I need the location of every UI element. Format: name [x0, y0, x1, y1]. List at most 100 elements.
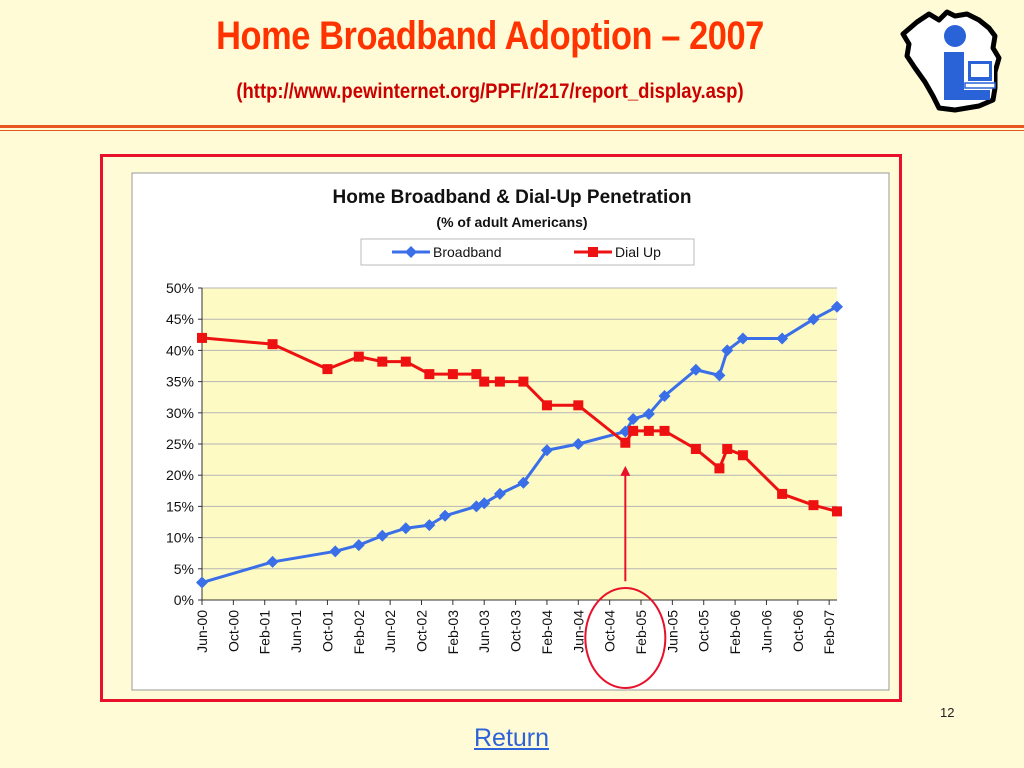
- dial-up-point: [690, 443, 701, 454]
- slide-title: Home Broadband Adoption – 2007: [216, 14, 764, 58]
- dial-up-point: [541, 400, 552, 411]
- y-tick-label: 40%: [166, 342, 194, 358]
- x-tick-label: Jun-05: [664, 610, 680, 653]
- dial-up-point: [643, 425, 654, 436]
- legend-broadband-label: Broadband: [433, 244, 502, 260]
- legend-broadband-marker: [405, 246, 417, 258]
- broadband-point: [376, 529, 389, 542]
- legend: Broadband Dial Up: [360, 238, 695, 266]
- x-tick-label: Oct-04: [602, 610, 618, 652]
- broadband-point: [266, 555, 279, 568]
- logo-stem: [944, 52, 964, 98]
- broadband-point: [478, 497, 491, 510]
- broadband-point: [627, 413, 640, 426]
- broadband-point: [689, 363, 702, 376]
- broadband-point: [517, 476, 530, 489]
- x-tick-label: Oct-00: [225, 610, 241, 652]
- page-number: 12: [940, 705, 955, 720]
- x-tick-label: Feb-05: [633, 610, 649, 655]
- dial-up-point: [573, 400, 584, 411]
- y-tick-label: 20%: [166, 467, 194, 483]
- broadband-point: [399, 522, 412, 535]
- logo-dot: [944, 25, 966, 47]
- dial-up-point: [722, 443, 733, 454]
- chart-subtitle: (% of adult Americans): [436, 214, 587, 230]
- y-tick-label: 30%: [166, 405, 194, 421]
- x-tick-label: Feb-07: [821, 610, 837, 655]
- series-dial-up: [197, 332, 842, 517]
- broadband-point: [439, 509, 452, 522]
- dial-up-point: [659, 425, 670, 436]
- dial-up-point: [494, 376, 505, 387]
- x-tick-label: Oct-01: [319, 610, 335, 652]
- dial-up-point: [620, 437, 631, 448]
- broadband-point: [807, 313, 820, 326]
- x-tick-label: Jun-06: [758, 610, 774, 653]
- broadband-point: [713, 369, 726, 382]
- dial-up-point: [267, 339, 278, 350]
- broadband-point: [493, 487, 506, 500]
- x-tick-label: Jun-03: [476, 610, 492, 653]
- dial-up-point: [518, 376, 529, 387]
- dial-up-point: [353, 351, 364, 362]
- annotation-layer: [584, 465, 667, 689]
- dial-up-point: [377, 356, 388, 367]
- y-tick-label: 35%: [166, 374, 194, 390]
- slide-subtitle: (http://www.pewinternet.org/PPF/r/217/re…: [236, 80, 744, 103]
- x-tick-label: Jun-02: [382, 610, 398, 653]
- return-link[interactable]: Return: [474, 724, 550, 752]
- wisconsin-library-logo: [900, 9, 1002, 113]
- y-axis-ticks: 0% 5% 10% 15% 20% 25% 30% 35% 40% 45% 50%: [166, 280, 202, 608]
- dial-up-point: [628, 425, 639, 436]
- broadband-point: [423, 519, 436, 532]
- x-tick-label: Feb-03: [445, 610, 461, 655]
- broadband-chart: Home Broadband & Dial-Up Penetration (% …: [131, 172, 890, 691]
- dial-up-point: [197, 332, 207, 343]
- dial-up-point: [424, 369, 435, 380]
- legend-dialup-label: Dial Up: [615, 244, 661, 260]
- y-tick-label: 25%: [166, 436, 194, 452]
- dial-up-point: [808, 500, 819, 511]
- dial-up-point: [471, 369, 482, 380]
- x-tick-label: Oct-06: [790, 610, 806, 652]
- broadband-point: [776, 332, 789, 345]
- annotation-circle: [584, 587, 667, 689]
- x-tick-label: Jun-00: [194, 610, 210, 653]
- title-rule-thin: [0, 130, 1024, 131]
- broadband-point: [642, 408, 655, 421]
- dial-up-point: [479, 376, 490, 387]
- y-tick-label: 0%: [174, 592, 194, 608]
- broadband-point: [736, 332, 749, 345]
- broadband-point: [572, 438, 585, 450]
- dial-up-point: [447, 369, 458, 380]
- broadband-point: [831, 300, 843, 313]
- broadband-point: [329, 545, 342, 558]
- dial-up-point: [322, 364, 333, 375]
- x-tick-label: Feb-01: [257, 610, 273, 655]
- dial-up-point: [714, 463, 725, 474]
- y-tick-label: 15%: [166, 498, 194, 514]
- x-tick-label: Oct-02: [414, 610, 430, 652]
- x-tick-label: Feb-02: [351, 610, 367, 655]
- x-tick-label: Jun-01: [288, 610, 304, 653]
- series-layer: [196, 300, 843, 589]
- annotation-arrow-head: [620, 465, 631, 476]
- y-tick-label: 45%: [166, 311, 194, 327]
- title-rule-thick: [0, 125, 1024, 128]
- broadband-point: [352, 539, 365, 552]
- broadband-point: [540, 444, 553, 457]
- x-tick-label: Oct-05: [696, 610, 712, 652]
- logo-base: [944, 90, 990, 100]
- dial-up-point: [777, 488, 788, 499]
- x-tick-label: Jun-04: [570, 610, 586, 653]
- broadband-point: [196, 576, 208, 589]
- dial-up-point: [400, 356, 411, 367]
- x-axis-ticks: Jun-00 Oct-00 Feb-01 Jun-01 Oct-01 Feb-02 Jun-…: [194, 600, 837, 654]
- broadband-point: [658, 389, 671, 402]
- dial-up-point: [737, 450, 748, 461]
- x-tick-label: Feb-04: [539, 610, 555, 655]
- chart-title: Home Broadband & Dial-Up Penetration: [333, 187, 692, 208]
- legend-dialup-marker: [588, 247, 598, 257]
- y-tick-label: 10%: [166, 530, 194, 546]
- x-tick-label: Feb-06: [727, 610, 743, 655]
